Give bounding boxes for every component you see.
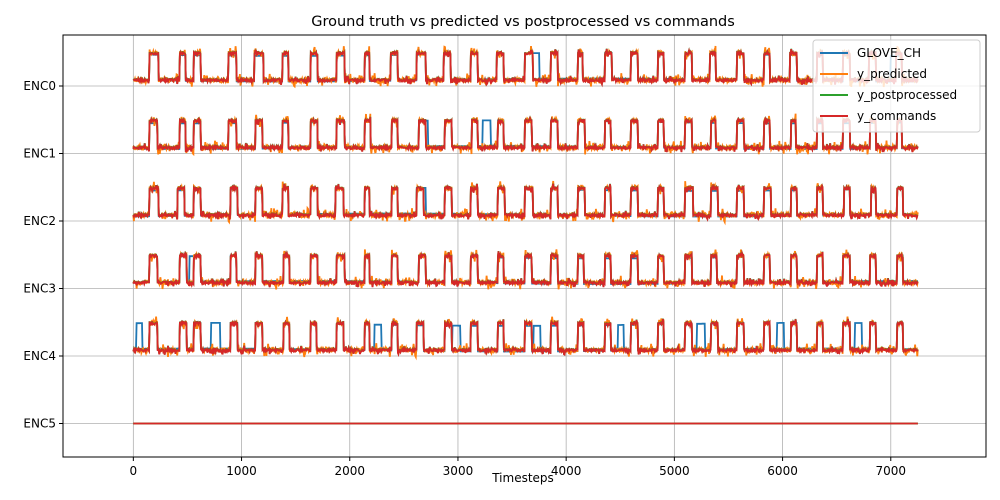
legend: GLOVE_CH y_predicted y_postprocessed y_comm… <box>812 39 981 133</box>
x-axis: 0 1000 2000 3000 4000 5000 6000 7000 <box>130 457 907 478</box>
y-axis: ENC0 ENC1 ENC2 ENC3 ENC4 ENC5 <box>23 79 63 431</box>
plot-frame <box>62 34 987 458</box>
series-line-y-commands <box>132 318 919 358</box>
legend-label: GLOVE_CH <box>857 46 921 60</box>
x-tick-label: 5000 <box>659 464 690 478</box>
y-tick-label: ENC4 <box>23 349 56 363</box>
series-line-y-commands <box>132 47 919 88</box>
legend-label: y_commands <box>857 109 936 123</box>
channel-enc0 <box>132 45 919 89</box>
y-tick-label: ENC2 <box>23 214 56 228</box>
channel-enc3 <box>132 249 919 290</box>
x-tick-label: 3000 <box>443 464 474 478</box>
series-line-y-commands <box>132 115 919 153</box>
series-line-y-commands <box>132 249 919 289</box>
channel-enc2 <box>132 180 919 226</box>
chart-title: Ground truth vs predicted vs postprocess… <box>311 14 735 30</box>
x-tick-label: 2000 <box>334 464 365 478</box>
channel-enc1 <box>132 113 919 157</box>
channel-enc4 <box>132 316 919 361</box>
x-tick-label: 0 <box>130 464 138 478</box>
x-tick-label: 6000 <box>767 464 798 478</box>
y-tick-label: ENC1 <box>23 147 56 161</box>
x-tick-label: 7000 <box>876 464 907 478</box>
y-tick-label: ENC3 <box>23 282 56 296</box>
legend-frame <box>812 39 981 133</box>
y-tick-label: ENC5 <box>23 417 56 431</box>
series-line-y-commands <box>132 183 919 222</box>
x-axis-label: Timesteps <box>491 471 554 485</box>
legend-label: y_postprocessed <box>857 88 957 102</box>
x-tick-label: 4000 <box>551 464 582 478</box>
y-tick-label: ENC0 <box>23 79 56 93</box>
legend-label: y_predicted <box>857 67 927 81</box>
series-layer <box>132 45 919 425</box>
x-tick-label: 1000 <box>226 464 257 478</box>
